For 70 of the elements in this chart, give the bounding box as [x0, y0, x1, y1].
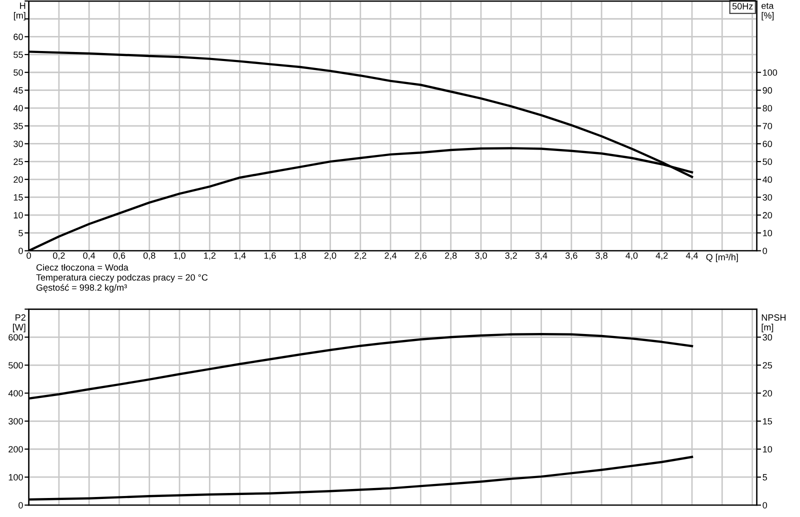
x-tick-label: 2,2 — [354, 252, 366, 260]
y-tick-label: 0 — [18, 502, 23, 508]
y2-axis-title: NPSH [m] — [762, 314, 786, 332]
x-tick-label: 3,6 — [565, 252, 578, 260]
y-axis-title: P2 [W] — [12, 314, 26, 332]
y-tick-label: 10 — [14, 212, 23, 218]
y2-tick-label: 40 — [762, 176, 772, 183]
x-tick-label: 2,4 — [384, 252, 397, 260]
y-tick-label: 50 — [14, 69, 23, 76]
y2-tick-label: 30 — [762, 194, 772, 201]
y2-tick-label: 20 — [762, 390, 772, 396]
x-tick-label: 1,2 — [204, 252, 216, 260]
y2-tick-label: 30 — [762, 334, 772, 341]
text: Gęstość = 998.2 kg/m³ — [36, 284, 127, 293]
y-tick-label: 15 — [14, 194, 23, 201]
y2-tick-label: 20 — [762, 212, 772, 218]
x-tick-label: 0,4 — [83, 252, 96, 260]
y-tick-label: 60 — [14, 34, 23, 40]
y2-tick-label: 5 — [762, 474, 767, 480]
y2-tick-label: 100 — [763, 69, 778, 76]
x-tick-label: 3,0 — [475, 252, 487, 260]
y-tick-label: 300 — [8, 418, 23, 424]
x-tick-label: 2,8 — [445, 252, 457, 260]
y2-tick-label: 15 — [763, 418, 772, 424]
y-tick-label: 25 — [14, 158, 23, 165]
y-tick-label: 0 — [18, 248, 23, 254]
y-tick-label: 35 — [14, 122, 23, 130]
x-axis-title: Q [m³/h] — [706, 254, 738, 262]
x-tick-label: 0,8 — [143, 252, 156, 260]
annotation: 50Hz — [732, 3, 753, 10]
y-tick-label: 600 — [8, 334, 23, 341]
y2-tick-label: 0 — [762, 248, 768, 254]
x-tick-label: 4,0 — [626, 252, 638, 260]
y2-tick-label: 70 — [762, 122, 772, 130]
y2-tick-label: 50 — [762, 158, 772, 165]
y-tick-label: 400 — [8, 390, 23, 396]
x-tick-label: 1,4 — [234, 252, 246, 260]
text: Ciecz tłoczona = Woda — [36, 264, 128, 271]
y2-tick-label: 90 — [762, 87, 772, 94]
y2-tick-label: 10 — [763, 446, 772, 452]
x-tick-label: 3,2 — [505, 252, 517, 260]
y-tick-label: 55 — [14, 52, 23, 58]
x-tick-label: 1,0 — [174, 252, 186, 260]
x-tick-label: 1,6 — [264, 252, 276, 260]
y-tick-label: 45 — [13, 87, 23, 94]
x-tick-label: 0 — [26, 252, 31, 259]
y-tick-label: 100 — [8, 474, 23, 480]
y-tick-label: 30 — [14, 140, 23, 148]
y-tick-label: 500 — [8, 362, 23, 369]
y2-tick-label: 60 — [762, 140, 772, 148]
y2-tick-label: 80 — [762, 105, 772, 112]
x-tick-label: 1,8 — [294, 252, 306, 260]
y-tick-label: 40 — [13, 105, 23, 112]
text: Temperatura cieczy podczas pracy = 20 °C — [36, 274, 208, 282]
x-tick-label: 4,4 — [686, 252, 698, 260]
y-tick-label: 5 — [18, 230, 23, 236]
x-tick-label: 2,0 — [324, 252, 336, 260]
y-axis-title: H [m] — [14, 2, 26, 20]
x-tick-label: 3,4 — [535, 252, 548, 260]
x-tick-label: 2,6 — [414, 252, 427, 260]
y-tick-label: 200 — [8, 446, 23, 452]
y2-tick-label: 25 — [762, 362, 772, 369]
y-tick-label: 20 — [14, 176, 23, 183]
x-tick-label: 0,6 — [113, 252, 126, 260]
y2-tick-label: 0 — [762, 502, 768, 508]
x-tick-label: 3,8 — [596, 252, 608, 260]
x-tick-label: 0,2 — [53, 252, 65, 260]
y2-tick-label: 10 — [763, 230, 772, 236]
x-tick-label: 4,2 — [656, 252, 668, 260]
y2-axis-title: eta [%] — [762, 2, 774, 20]
